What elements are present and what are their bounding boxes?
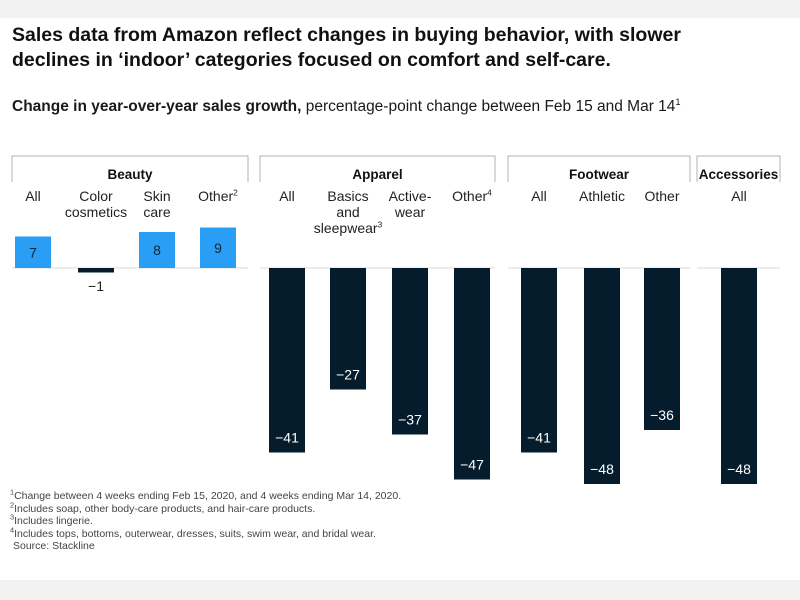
category-label-apparel-other: Other4 xyxy=(452,187,492,204)
source-note: Source: Stackline xyxy=(13,540,95,553)
bar-apparel-active-wear xyxy=(392,268,428,435)
category-label-apparel-active-wear: Active-wear xyxy=(388,188,432,220)
chart-subtitle: Change in year-over-year sales growth, p… xyxy=(12,97,792,117)
bar-footwear-other xyxy=(644,268,680,430)
bar-accessories-all xyxy=(721,268,757,484)
subtitle-bold: Change in year-over-year sales growth, xyxy=(12,98,302,115)
bar-footwear-athletic xyxy=(584,268,620,484)
value-label-apparel-basics-and-sleepwear: −27 xyxy=(336,367,360,383)
footnote-3: 3Includes lingerie. xyxy=(10,512,93,528)
value-label-beauty-all: 7 xyxy=(29,244,37,260)
group-bracket-beauty xyxy=(11,155,249,182)
category-label-beauty-all: All xyxy=(25,188,41,204)
value-label-apparel-all: −41 xyxy=(275,430,299,446)
bar-beauty-color-cosmetics xyxy=(78,268,114,273)
footnotes: 1Change between 4 weeks ending Feb 15, 2… xyxy=(10,487,790,553)
footnote-2: 2Includes soap, other body-care products… xyxy=(10,500,316,515)
chart-title: Sales data from Amazon reflect changes i… xyxy=(12,24,681,71)
footnote-4: 4Includes tops, bottoms, outerwear, dres… xyxy=(10,525,376,540)
bar-beauty-skin-care xyxy=(139,232,175,268)
subtitle-footnote-marker: 1 xyxy=(675,96,681,107)
bar-beauty-other xyxy=(200,227,236,268)
value-label-accessories-all: −48 xyxy=(727,461,751,477)
group-label-footwear: Footwear xyxy=(568,167,629,182)
category-label-footwear-athletic: Athletic xyxy=(579,188,625,204)
footnote-1: 1Change between 4 weeks ending Feb 15, 2… xyxy=(10,487,402,502)
category-label-accessories-all: All xyxy=(731,188,747,204)
value-label-beauty-other: 9 xyxy=(214,240,222,256)
value-label-footwear-all: −41 xyxy=(527,430,551,446)
group-label-beauty: Beauty xyxy=(107,167,153,182)
group-label-accessories: Accessories xyxy=(698,167,779,182)
value-label-beauty-skin-care: 8 xyxy=(153,242,161,258)
group-label-apparel: Apparel xyxy=(352,167,403,182)
value-label-beauty-color-cosmetics: −1 xyxy=(88,278,104,294)
bar-beauty-all xyxy=(15,236,51,268)
value-label-apparel-other: −47 xyxy=(460,457,484,473)
group-bracket-footwear xyxy=(507,155,691,182)
category-label-beauty-other: Other2 xyxy=(198,187,238,204)
category-label-beauty-color-cosmetics: Color cosmetics xyxy=(64,188,128,220)
category-label-apparel-all: All xyxy=(279,188,295,204)
bar-apparel-basics-and-sleepwear xyxy=(330,268,366,390)
group-bracket-apparel xyxy=(259,155,496,182)
category-label-footwear-all: All xyxy=(531,188,547,204)
bar-apparel-all xyxy=(269,268,305,453)
bar-footwear-all xyxy=(521,268,557,453)
bar-apparel-other xyxy=(454,268,490,480)
category-label-footwear-other: Other xyxy=(644,188,680,204)
value-label-footwear-athletic: −48 xyxy=(590,461,614,477)
subtitle-rest: percentage-point change between Feb 15 a… xyxy=(301,98,676,115)
value-label-footwear-other: −36 xyxy=(650,407,674,423)
category-label-apparel-basics-and-sleepwear: Basics and sleepwear3 xyxy=(313,188,383,236)
category-label-beauty-skin-care: Skin care xyxy=(143,188,171,220)
value-label-apparel-active-wear: −37 xyxy=(398,412,422,428)
group-bracket-accessories xyxy=(696,155,781,182)
